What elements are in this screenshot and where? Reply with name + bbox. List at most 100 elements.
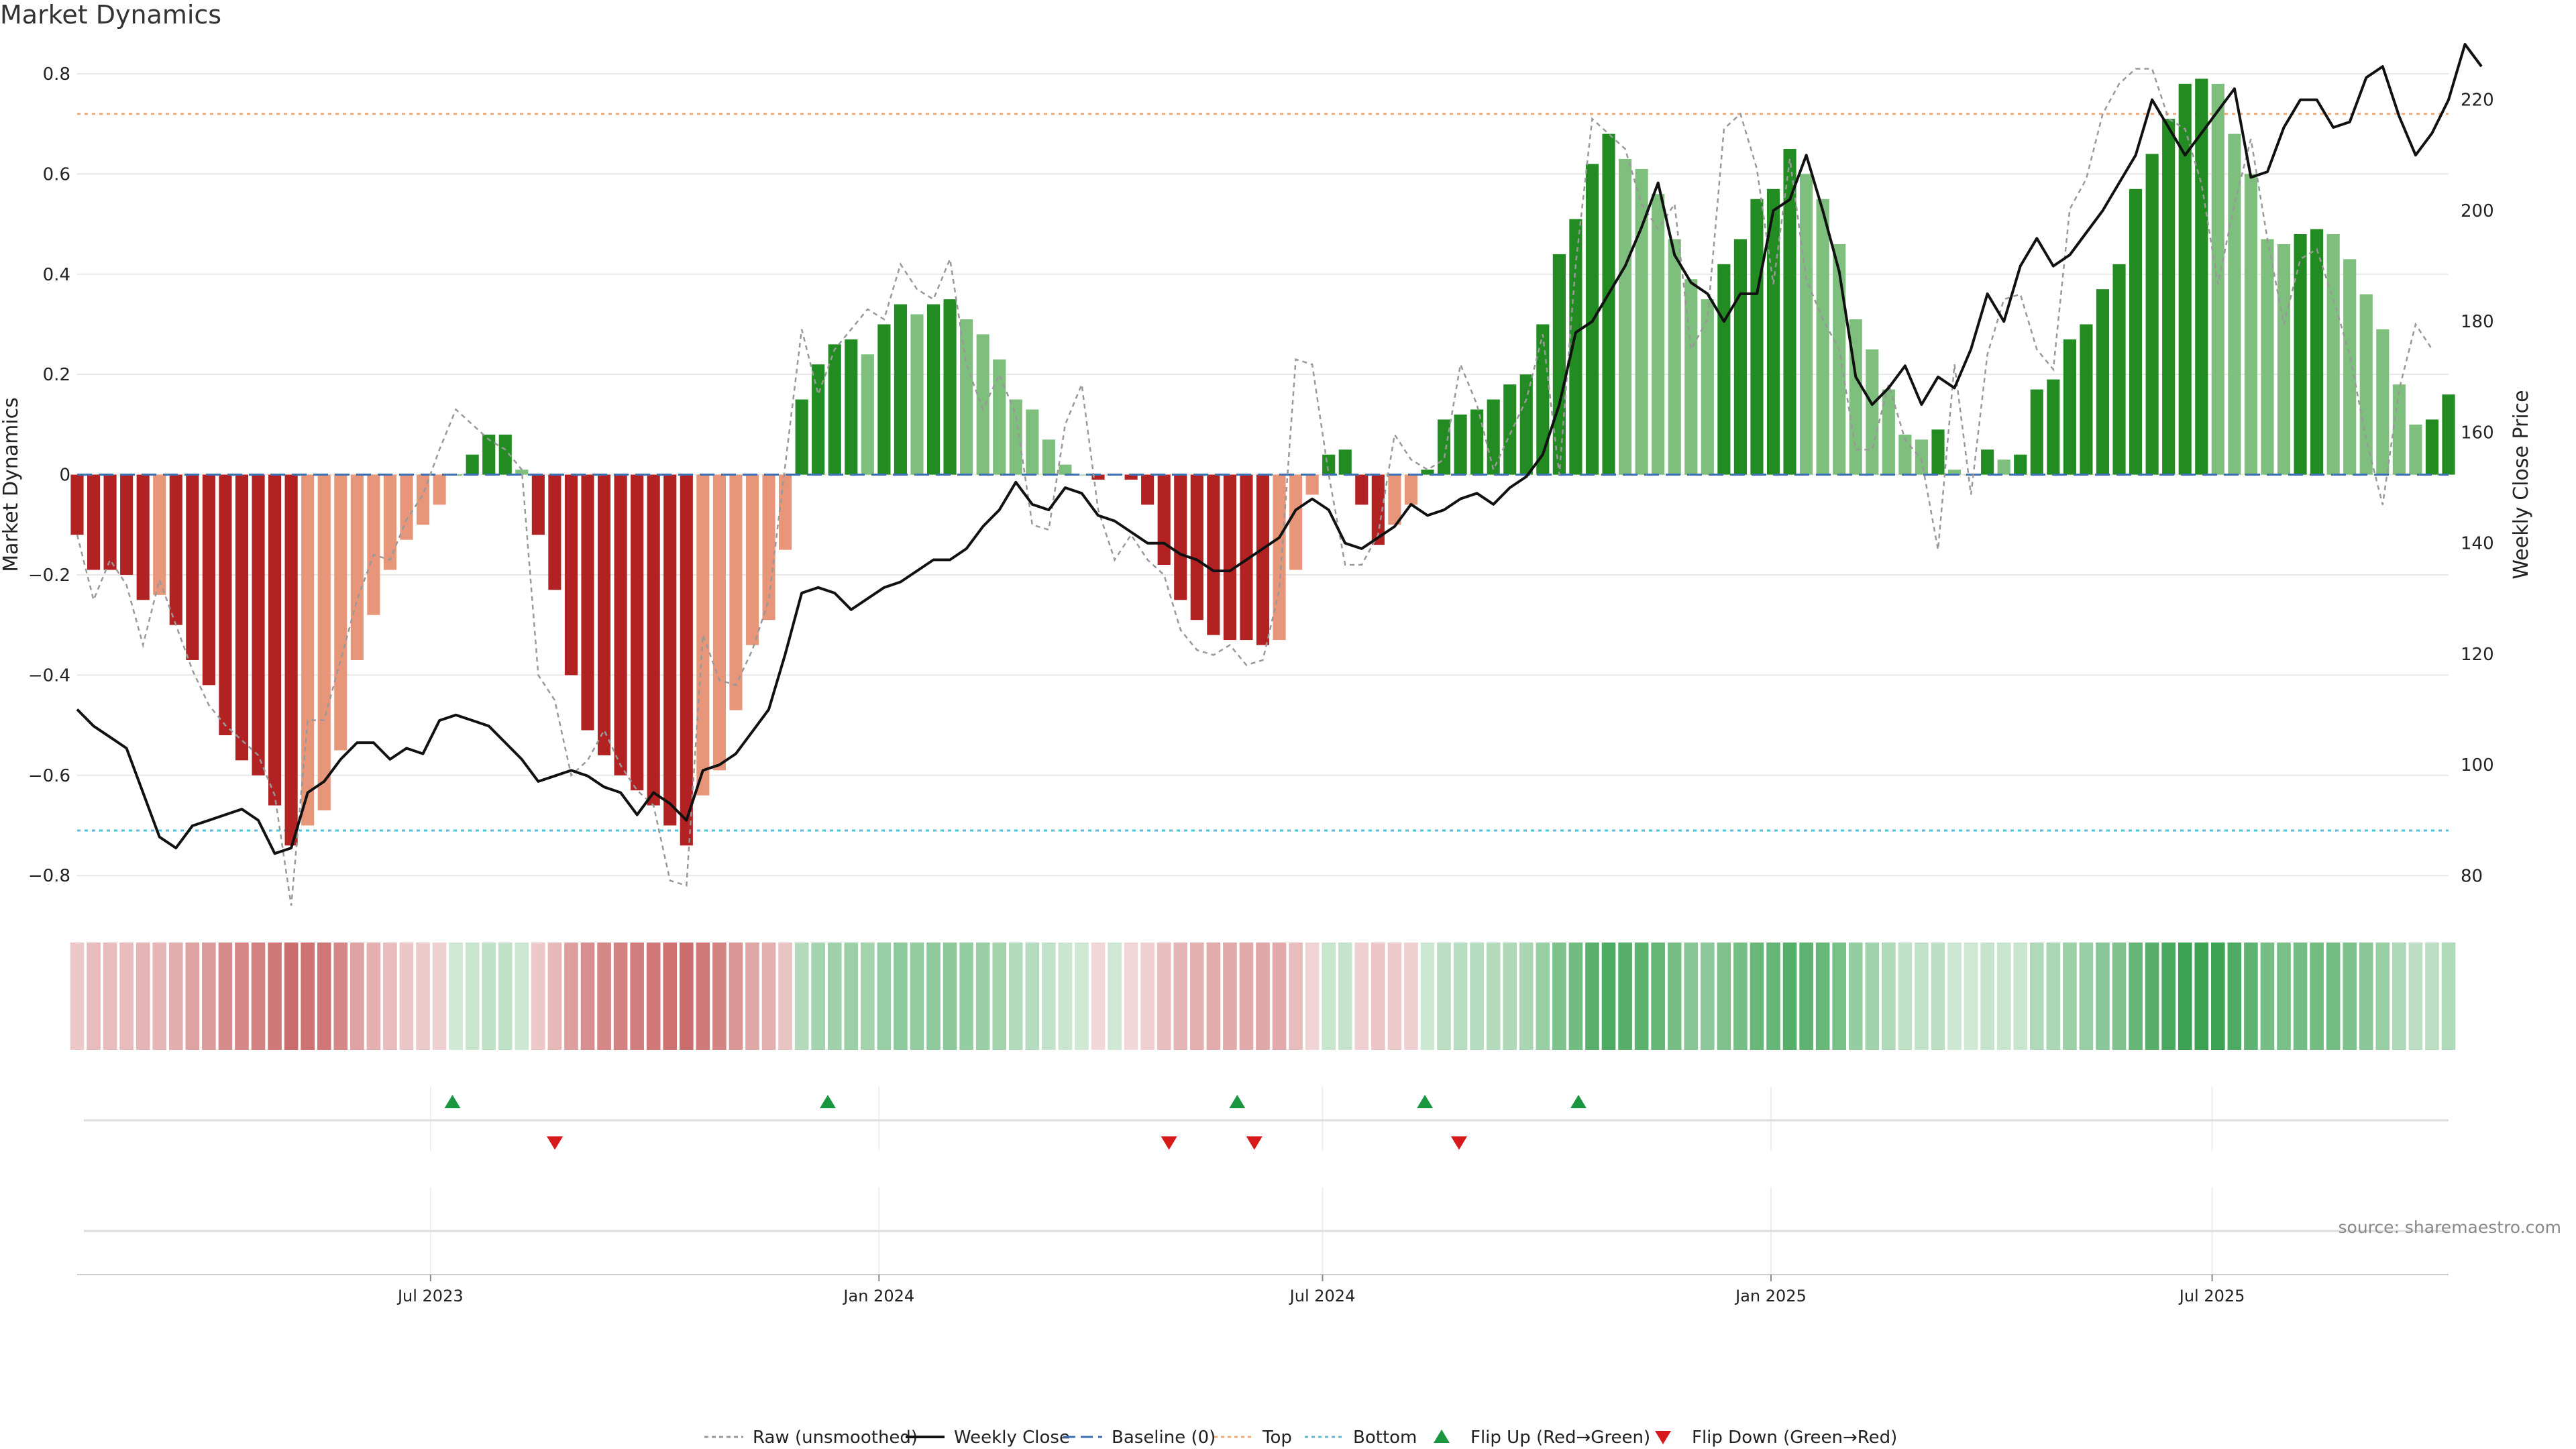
bar bbox=[1668, 239, 1681, 475]
bar bbox=[729, 474, 743, 710]
heat-cell bbox=[1008, 943, 1023, 1050]
bar bbox=[2112, 264, 2126, 475]
flip-up-marker bbox=[1417, 1095, 1434, 1108]
bar bbox=[1783, 148, 1796, 475]
legend-label: Raw (unsmoothed) bbox=[753, 1428, 918, 1448]
bar bbox=[2047, 379, 2060, 475]
bar bbox=[1800, 174, 1813, 475]
heat-cell bbox=[251, 943, 266, 1050]
heat-cell bbox=[943, 943, 957, 1050]
heat-cell bbox=[1108, 943, 1122, 1050]
heat-cell bbox=[1503, 943, 1517, 1050]
heat-cell bbox=[745, 943, 759, 1050]
bar bbox=[779, 474, 792, 550]
bar bbox=[1833, 244, 1846, 475]
legend-label: Flip Up (Red→Green) bbox=[1470, 1428, 1650, 1448]
y-tick-label: −0.4 bbox=[28, 665, 70, 686]
heat-cell bbox=[2079, 943, 2094, 1050]
bar bbox=[828, 344, 841, 475]
heat-cell bbox=[1272, 943, 1287, 1050]
bar bbox=[1866, 349, 1879, 475]
legend-item: Raw (unsmoothed) bbox=[704, 1428, 918, 1448]
heat-cell bbox=[1387, 943, 1402, 1050]
bar bbox=[1602, 133, 1615, 475]
heat-cell bbox=[1025, 943, 1040, 1050]
legend-item: Baseline (0) bbox=[1063, 1428, 1216, 1448]
y-tick-label: 0.2 bbox=[43, 365, 70, 385]
bar bbox=[1997, 460, 2010, 475]
heat-cell bbox=[1157, 943, 1171, 1050]
y2-tick-label: 100 bbox=[2461, 755, 2494, 775]
heat-cell bbox=[235, 943, 249, 1050]
heat-cell bbox=[1256, 943, 1270, 1050]
heat-cell bbox=[531, 943, 545, 1050]
bar bbox=[2063, 339, 2076, 475]
bar bbox=[1157, 474, 1171, 566]
heat-cell bbox=[482, 943, 496, 1050]
bar bbox=[2030, 389, 2043, 475]
bar bbox=[70, 474, 84, 535]
heat-cell bbox=[1815, 943, 1830, 1050]
bar bbox=[564, 474, 578, 676]
legend-label: Baseline (0) bbox=[1112, 1428, 1216, 1448]
heat-cell bbox=[2425, 943, 2439, 1050]
flip-down-marker bbox=[1161, 1136, 1177, 1150]
heat-cell bbox=[630, 943, 644, 1050]
y2-tick-label: 140 bbox=[2461, 534, 2494, 554]
heat-cell bbox=[564, 943, 578, 1050]
bar bbox=[1816, 199, 1829, 475]
bar bbox=[268, 474, 282, 806]
bar bbox=[1207, 474, 1220, 635]
heat-cell bbox=[2408, 943, 2423, 1050]
heat-cell bbox=[2326, 943, 2341, 1050]
bar bbox=[87, 474, 101, 570]
heat-cell bbox=[218, 943, 233, 1050]
legend-label: Weekly Close bbox=[954, 1428, 1070, 1448]
heat-cell bbox=[712, 943, 727, 1050]
bar bbox=[2162, 119, 2176, 475]
heat-cell bbox=[2310, 943, 2324, 1050]
heat-cell bbox=[861, 943, 875, 1050]
heat-cell bbox=[152, 943, 167, 1050]
heat-cell bbox=[1865, 943, 1880, 1050]
bar bbox=[910, 314, 924, 475]
x-tick-label: Jan 2025 bbox=[1734, 1287, 1807, 1305]
heat-cell bbox=[1404, 943, 1418, 1050]
bar bbox=[1026, 409, 1039, 475]
bar bbox=[1305, 474, 1319, 495]
bar bbox=[202, 474, 215, 686]
heat-cell bbox=[1915, 943, 1929, 1050]
bar bbox=[1371, 474, 1385, 545]
bar bbox=[680, 474, 693, 846]
legend-item: Weekly Close bbox=[906, 1428, 1070, 1448]
bar bbox=[2392, 384, 2406, 475]
heat-cell bbox=[515, 943, 529, 1050]
heat-cell bbox=[597, 943, 611, 1050]
y2-tick-label: 120 bbox=[2461, 645, 2494, 665]
heat-cell bbox=[975, 943, 990, 1050]
bar bbox=[877, 324, 891, 475]
bar bbox=[1931, 429, 1945, 475]
bar bbox=[993, 359, 1006, 475]
bar bbox=[482, 434, 496, 475]
heat-cell bbox=[449, 943, 463, 1050]
heat-cell bbox=[1354, 943, 1369, 1050]
heat-cell bbox=[1618, 943, 1632, 1050]
y2-tick-label: 220 bbox=[2461, 91, 2494, 111]
heat-cell bbox=[2112, 943, 2127, 1050]
bar bbox=[1519, 374, 1533, 475]
heat-cell bbox=[1189, 943, 1204, 1050]
heat-cell bbox=[1420, 943, 1435, 1050]
heat-cell bbox=[1042, 943, 1056, 1050]
heat-cell bbox=[432, 943, 447, 1050]
heat-cell bbox=[366, 943, 381, 1050]
heat-cell bbox=[1782, 943, 1797, 1050]
heat-cell bbox=[136, 943, 150, 1050]
bar bbox=[1552, 254, 1566, 475]
heat-cell bbox=[1733, 943, 1748, 1050]
heat-cell bbox=[959, 943, 973, 1050]
bar bbox=[960, 319, 973, 475]
legend-item: Bottom bbox=[1305, 1428, 1417, 1448]
heat-cell bbox=[1173, 943, 1188, 1050]
